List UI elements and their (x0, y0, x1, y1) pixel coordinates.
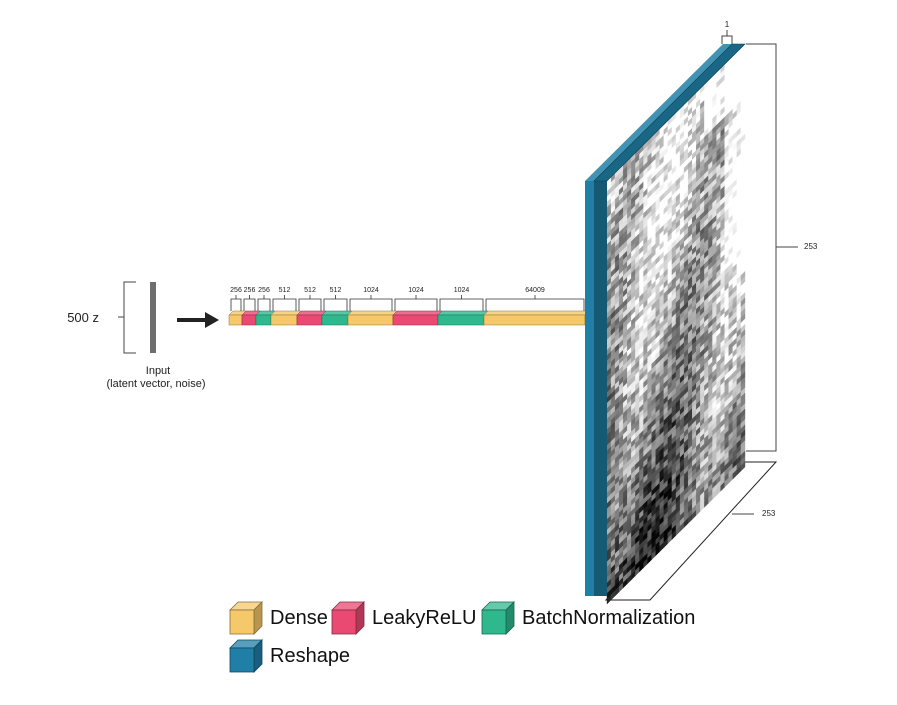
generated-image (606, 43, 746, 605)
layer-leakyrelu: 512 (296, 287, 327, 326)
input-size-label: 500 z (67, 310, 99, 325)
layer-dense: 64009 (483, 287, 590, 326)
legend-item-batchnormalization: BatchNormalization (480, 598, 695, 638)
height-dimension-bracket (746, 43, 777, 452)
layer-bracket (272, 298, 297, 311)
reshape-cube-icon (229, 639, 263, 673)
reshape-slab-side (594, 44, 745, 181)
width-dimension-label: 253 (762, 509, 776, 518)
dense-cube-icon (229, 601, 263, 635)
layer-bracket (257, 298, 271, 311)
layer-leakyrelu: 1024 (392, 287, 443, 326)
reshape-slab-top (585, 44, 732, 181)
flow-arrow (177, 312, 219, 328)
input-block: 500 z Input (latent vector, noise) (67, 281, 206, 390)
legend-item-dense: Dense (228, 598, 328, 638)
layer-bracket (230, 298, 242, 311)
legend-label-batchnormalization: BatchNormalization (522, 606, 696, 629)
legend-label-leakyrelu: LeakyReLU (372, 606, 477, 629)
flow-arrow-head (205, 312, 219, 328)
layer-units-label: 256 (230, 287, 242, 294)
input-vector-bar (150, 282, 156, 353)
batchnormalization-cube-icon (481, 601, 515, 635)
output-tensor: 253 253 1 (585, 20, 818, 605)
input-caption-line2: (latent vector, noise) (106, 378, 205, 390)
layer-bracket (349, 298, 393, 311)
reshape-slab-edge (593, 43, 746, 182)
depth-dimension-bracket (721, 35, 733, 44)
input-caption-line1: Input (146, 365, 170, 377)
layer-units-label: 256 (244, 287, 256, 294)
leakyrelu-cube-icon (331, 601, 365, 635)
layer-bracket (243, 298, 256, 311)
legend-label-dense: Dense (270, 606, 328, 629)
layer-units-label: 256 (258, 287, 270, 294)
height-dimension-label: 253 (804, 242, 818, 251)
layer-units-label: 64009 (525, 287, 545, 294)
layer-batchnormalization: 1024 (437, 287, 489, 326)
layer-bracket (323, 298, 348, 311)
layer-units-label: 512 (304, 287, 316, 294)
layer-bracket (439, 298, 484, 311)
layer-dense: 512 (270, 287, 302, 326)
legend-item-reshape: Reshape (228, 636, 350, 676)
layer-bracket (485, 298, 585, 311)
input-bracket (123, 281, 136, 354)
image-pixel (740, 461, 746, 472)
reshape-slab-front (585, 181, 594, 596)
layer-dense: 1024 (347, 287, 398, 326)
layer-bracket (298, 298, 322, 311)
layer-batchnormalization: 512 (321, 287, 353, 326)
reshape-slab-right (594, 181, 607, 596)
legend-item-leakyrelu: LeakyReLU (330, 598, 477, 638)
layer-units-label: 512 (330, 287, 342, 294)
layer-units-label: 1024 (363, 287, 379, 294)
depth-dimension-label: 1 (725, 20, 730, 29)
legend-label-reshape: Reshape (270, 644, 351, 667)
layer-units-label: 1024 (408, 287, 424, 294)
layer-strip: 256 256 256 512 512 512 1024 1024 1024 64009 (228, 287, 590, 326)
layer-bracket (394, 298, 438, 311)
layer-units-label: 1024 (454, 287, 470, 294)
layer-units-label: 512 (279, 287, 291, 294)
